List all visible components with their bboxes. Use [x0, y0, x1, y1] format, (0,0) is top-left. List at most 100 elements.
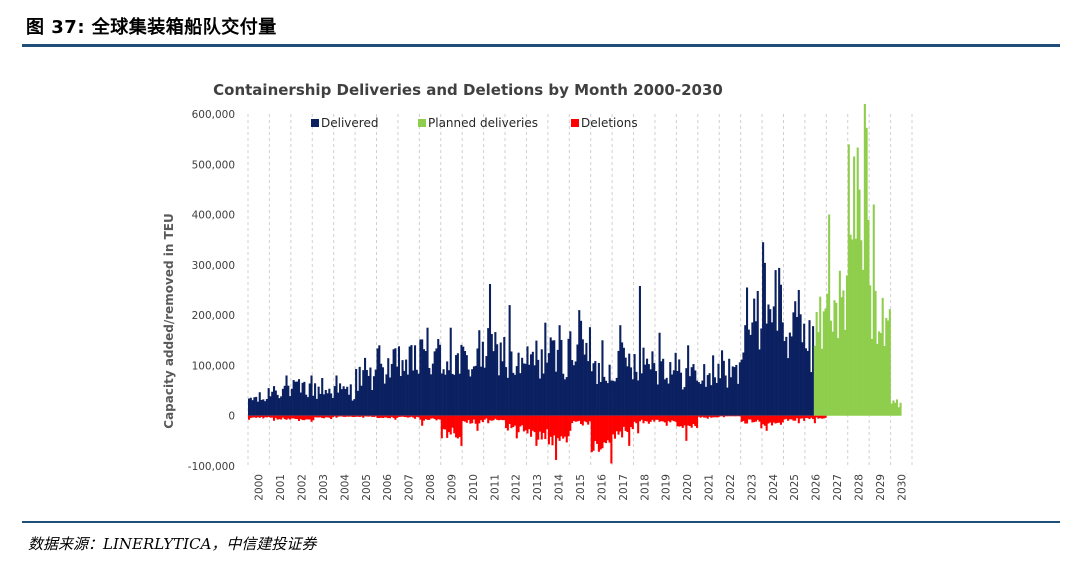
top-rule	[22, 44, 1060, 47]
delivered-bar	[613, 381, 616, 416]
deletion-bar	[678, 415, 681, 427]
delivered-bar	[674, 352, 677, 416]
deletion-bar	[438, 415, 442, 420]
deletion-bar	[449, 415, 452, 435]
deletion-bar	[290, 415, 293, 419]
deletion-bar	[729, 415, 733, 417]
deletion-bar	[617, 415, 620, 435]
deletion-bar	[424, 415, 427, 420]
delivered-bar	[255, 396, 258, 416]
deletion-bar	[681, 415, 684, 428]
deletion-bar	[740, 415, 743, 422]
planned-bar	[858, 189, 861, 416]
delivered-bar	[678, 359, 681, 416]
y-tick-label: 0	[228, 411, 235, 423]
planned-bar	[824, 308, 827, 416]
delivered-bar	[699, 383, 702, 416]
x-tick-label: 2008	[425, 474, 437, 501]
deletion-bar	[819, 415, 822, 419]
delivered-bar	[571, 360, 574, 416]
delivered-bar	[444, 374, 447, 416]
delivered-bar	[728, 358, 731, 416]
deletion-bar	[699, 415, 702, 418]
delivered-bar	[726, 387, 729, 416]
delivered-bar	[546, 362, 549, 416]
delivered-bar	[538, 378, 542, 416]
delivered-bar	[463, 351, 467, 416]
legend-label-deletions: Deletions	[581, 116, 638, 130]
delivered-bar	[596, 383, 599, 416]
deletion-bar	[322, 415, 326, 419]
delivered-bar	[740, 359, 743, 416]
delivered-bar	[274, 390, 277, 416]
deletion-bar	[531, 415, 534, 431]
delivered-bar	[344, 388, 347, 416]
x-tick-label: 2018	[639, 474, 651, 501]
deletion-bar	[760, 415, 763, 429]
planned-bar	[874, 290, 877, 416]
delivered-bar	[253, 397, 256, 416]
figure-title: 图 37: 全球集装箱船队交付量	[26, 17, 277, 38]
delivered-bar	[378, 345, 381, 416]
deletion-bar	[629, 415, 633, 428]
deletion-bar	[289, 415, 292, 420]
delivered-bar	[633, 354, 636, 416]
deletion-bar	[810, 415, 813, 418]
deletion-bar	[306, 415, 309, 420]
delivered-bar	[337, 392, 340, 416]
x-tick-label: 2022	[725, 474, 737, 501]
deletion-bar	[508, 415, 511, 424]
bottom-rule	[22, 521, 1060, 523]
deletion-bar	[712, 415, 715, 418]
delivered-bar	[410, 345, 413, 416]
delivered-bar	[794, 301, 797, 416]
deletion-bar	[264, 415, 267, 418]
planned-bar	[844, 329, 847, 416]
delivered-bar	[651, 351, 654, 416]
delivered-bar	[606, 383, 609, 416]
deletion-bar	[592, 415, 595, 451]
planned-bar	[878, 331, 881, 416]
deletion-bar	[801, 415, 804, 419]
deletion-bar	[335, 415, 338, 418]
delivered-bar	[806, 350, 809, 416]
deletion-bar	[671, 415, 674, 421]
delivered-bar	[647, 364, 650, 416]
delivered-bar	[629, 367, 633, 416]
deletion-bar	[265, 415, 268, 418]
deletion-bar	[574, 415, 577, 422]
delivered-bar	[710, 385, 713, 416]
deletion-bar	[362, 415, 365, 418]
deletion-bar	[751, 415, 754, 423]
delivered-bar	[553, 340, 556, 416]
delivered-bar	[342, 386, 345, 416]
deletion-bar	[726, 415, 729, 417]
delivered-bar	[521, 357, 524, 416]
legend-swatch-planned	[418, 119, 426, 127]
delivered-bar	[488, 283, 492, 416]
delivered-bar	[622, 347, 625, 416]
deletion-bar	[562, 415, 565, 439]
delivered-bar	[642, 347, 645, 416]
deletion-bar	[367, 415, 370, 417]
delivered-bar	[326, 393, 329, 416]
delivered-bar	[358, 366, 361, 416]
deletion-bar	[721, 415, 724, 417]
delivered-bar	[779, 284, 782, 416]
delivered-bar	[331, 398, 334, 416]
deletion-bar	[496, 415, 499, 420]
delivered-bar	[369, 367, 372, 416]
planned-bar	[829, 320, 832, 416]
deletion-bar	[603, 415, 606, 443]
delivered-bar	[706, 375, 709, 416]
deletion-bar	[663, 415, 666, 423]
delivered-bar	[467, 369, 470, 416]
y-tick-label: 100,000	[192, 360, 235, 372]
planned-bar	[826, 293, 829, 416]
deletion-bar	[676, 415, 679, 427]
deletion-bar	[255, 415, 258, 418]
delivered-bar	[737, 383, 740, 416]
deletion-bar	[513, 415, 517, 426]
delivered-bar	[590, 371, 593, 416]
deletion-bar	[713, 415, 716, 418]
